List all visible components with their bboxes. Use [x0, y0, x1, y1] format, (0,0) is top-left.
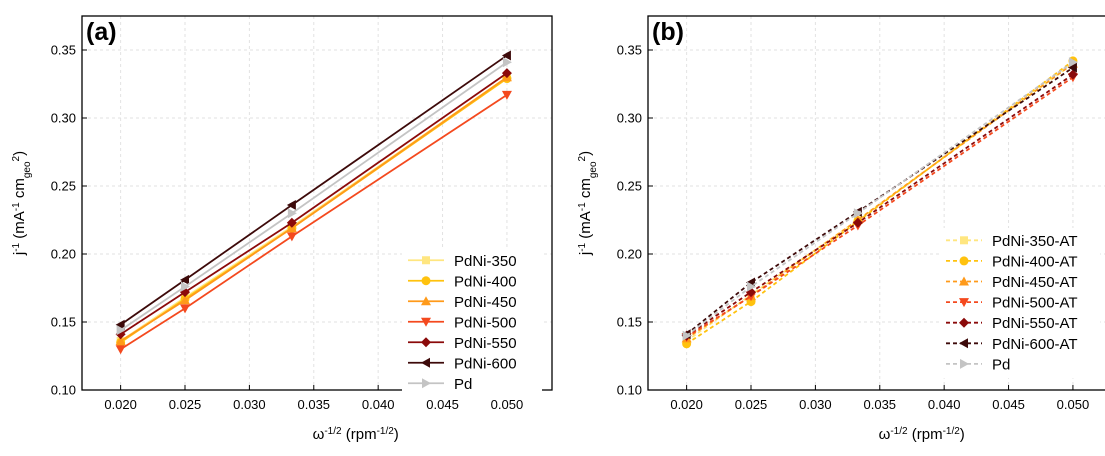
panel-b-y-axis-label: j-1 (mA-1 cmgeo2): [577, 151, 599, 256]
legend-label: PdNi-350-AT: [992, 233, 1078, 250]
legend-label: PdNi-500: [454, 314, 517, 331]
panel-b-ytick-label: 0.10: [617, 383, 642, 398]
panel-b-ytick-label: 0.30: [617, 111, 642, 126]
panel-a-ytick-label: 0.35: [51, 43, 76, 58]
panel-a-ytick-label: 0.10: [51, 383, 76, 398]
panel-a-xtick-label: 0.020: [104, 397, 137, 412]
legend-label: PdNi-400: [454, 273, 517, 290]
y-axis-close: ): [577, 151, 594, 156]
data-point: [502, 91, 512, 100]
legend-marker: [960, 256, 969, 265]
panel-a-xtick-label: 0.030: [233, 397, 266, 412]
legend-marker: [422, 256, 430, 264]
panel-b-x-axis-label: ω-1/2 (rpm-1/2): [879, 426, 965, 444]
x-axis-unit-sup: -1/2: [377, 426, 395, 437]
panel-a-ytick-label: 0.25: [51, 179, 76, 194]
x-axis-unit: (rpm: [342, 426, 377, 443]
legend-label: PdNi-500-AT: [992, 295, 1078, 312]
panel-a-ytick-label: 0.30: [51, 111, 76, 126]
panel-b-label: (b): [652, 18, 684, 46]
x-axis-symbol: ω: [313, 426, 325, 443]
panel-a-legend: PdNi-350 PdNi-400 PdNi-450 PdNi-500 PdNi-550…: [402, 248, 542, 398]
x-axis-unit-sup: -1/2: [943, 426, 961, 437]
panel-a-xtick-label: 0.035: [298, 397, 331, 412]
legend-label: Pd: [992, 356, 1010, 373]
legend-label: Pd: [454, 376, 472, 393]
panel-b-ytick-label: 0.15: [617, 315, 642, 330]
data-point: [180, 304, 190, 313]
x-axis-symbol-sup: -1/2: [890, 426, 908, 437]
y-axis-cm: cm: [577, 178, 594, 202]
panel-b-ytick-label: 0.25: [617, 179, 642, 194]
panel-b-legend: PdNi-350-AT PdNi-400-AT PdNi-450-AT PdNi-50…: [940, 228, 1100, 378]
panel-a-x-axis-label: ω-1/2 (rpm-1/2): [313, 426, 399, 444]
panel-b-xtick-label: 0.030: [799, 397, 832, 412]
legend-label: PdNi-400-AT: [992, 253, 1078, 270]
x-axis-unit: (rpm: [908, 426, 943, 443]
y-axis-cm-sub: geo: [22, 161, 33, 178]
panel-a-xtick-label: 0.045: [426, 397, 459, 412]
data-point: [116, 345, 126, 354]
panel-b-xtick-label: 0.050: [1057, 397, 1090, 412]
panel-a-ytick-label: 0.15: [51, 315, 76, 330]
y-axis-cm-sub: geo: [588, 161, 599, 178]
x-axis-symbol-sup: -1/2: [324, 426, 342, 437]
y-axis-unit: (mA: [11, 211, 28, 243]
y-axis-cm: cm: [11, 178, 28, 202]
panel-b-xtick-label: 0.045: [992, 397, 1025, 412]
panel-a-xtick-label: 0.025: [169, 397, 202, 412]
panel-a-xtick-label: 0.050: [491, 397, 524, 412]
y-axis-unit: (mA: [577, 211, 594, 243]
x-axis-symbol: ω: [879, 426, 891, 443]
legend-label: PdNi-450-AT: [992, 274, 1078, 291]
panel-a-y-axis-label: j-1 (mA-1 cmgeo2): [11, 151, 33, 256]
panel-b-xtick-label: 0.040: [928, 397, 961, 412]
panel-b-xtick-label: 0.020: [670, 397, 703, 412]
y-axis-close: ): [11, 151, 28, 156]
legend-label: PdNi-550: [454, 335, 517, 352]
panel-a-label: (a): [86, 18, 117, 46]
legend-marker: [422, 276, 431, 285]
data-point: [287, 232, 297, 241]
panel-b-ytick-label: 0.35: [617, 43, 642, 58]
legend-label: PdNi-450: [454, 294, 517, 311]
legend-marker: [960, 236, 968, 244]
legend-label: PdNi-550-AT: [992, 315, 1078, 332]
x-axis-close: ): [960, 426, 965, 443]
panel-b-xtick-label: 0.025: [735, 397, 768, 412]
panel-b-xtick-label: 0.035: [864, 397, 897, 412]
x-axis-close: ): [394, 426, 399, 443]
panel-a-ytick-label: 0.20: [51, 247, 76, 262]
legend-label: PdNi-600: [454, 355, 517, 372]
legend-label: PdNi-600-AT: [992, 336, 1078, 353]
panel-b-ytick-label: 0.20: [617, 247, 642, 262]
panel-a-xtick-label: 0.040: [362, 397, 395, 412]
legend-label: PdNi-350: [454, 253, 517, 270]
